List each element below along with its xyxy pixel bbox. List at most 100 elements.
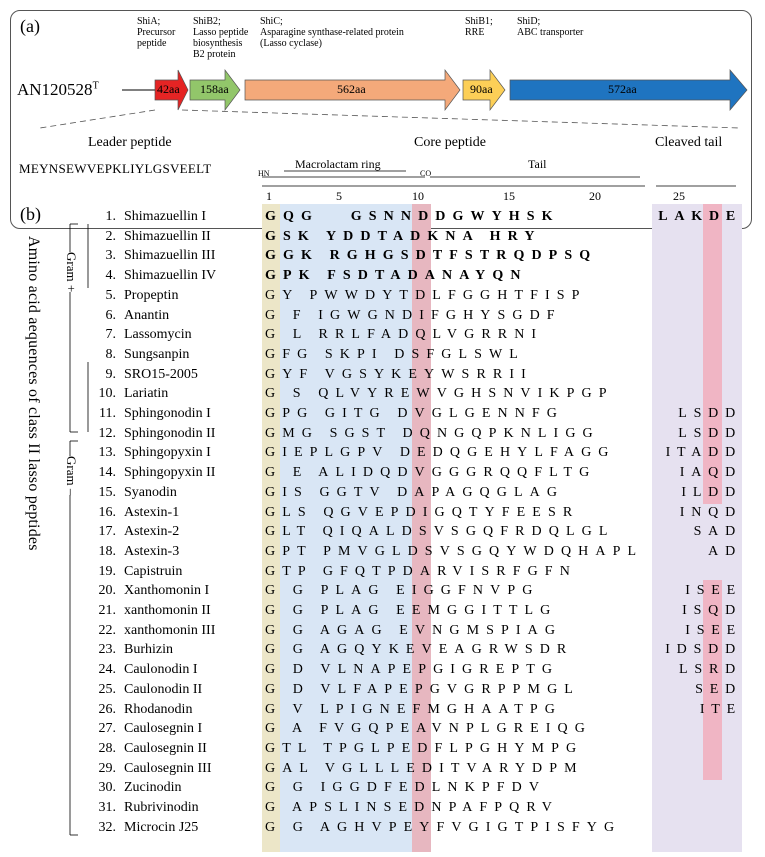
table-row: 28. Caulosegnin II GTL TPGLPEDFLPGHYMPG: [0, 739, 765, 758]
core-sequence: G G AGQYKEVEAGRWSDR: [265, 642, 574, 658]
gene-aa-shib1: 90aa: [470, 82, 493, 96]
row-number: 11.: [99, 406, 116, 421]
cleaved-tail-sequence: ISEE: [685, 622, 742, 638]
row-number: 7.: [105, 327, 117, 343]
row-number: 17.: [98, 524, 117, 540]
table-row: 9. SRO15-2005 GYF VGSYKEYWSRRII: [0, 365, 765, 384]
peptide-name: Caulosegnin I: [124, 721, 203, 737]
peptide-name: Rubrivinodin: [124, 800, 199, 815]
row-number: 1.: [105, 209, 117, 224]
row-number: 21.: [98, 603, 117, 618]
gene-aa-shib2: 158aa: [200, 82, 229, 96]
gene-label-shid: ShiD; ABC transporter: [517, 16, 584, 38]
table-row: 14. Sphingopyxin II G E ALIDQDVGGGRQQFLTG I…: [0, 463, 765, 482]
macrolactam-ring-band: [280, 204, 412, 852]
peptide-name: Lassomycin: [124, 327, 192, 343]
peptide-name: Astexin-3: [124, 543, 180, 559]
cleaved-tail-sequence: SAD: [693, 524, 742, 540]
tail-label: Tail: [528, 157, 547, 171]
table-row: 22. xanthomonin III G G AGAG EVNGMSPIAG ISE…: [0, 621, 765, 640]
cleaved-tail-sequence: LSDD: [678, 406, 742, 421]
cleaved-tail-sequence: LSDD: [678, 425, 742, 441]
table-row: 15. Syanodin GIS GGTV DAPAGQGLAG ILDD: [0, 483, 765, 502]
peptide-name: Zucinodin: [124, 780, 182, 796]
peptide-name: Caulonodin II: [124, 681, 203, 697]
gene-aa-shid: 572aa: [608, 82, 637, 96]
row-number: 24.: [98, 662, 117, 678]
cleaved-tail-sequence: ITE: [699, 701, 742, 717]
table-row: 2. Shimazuellin II GSK YDDTADKNA HRY: [0, 227, 765, 246]
table-row: 5. Propeptin GY PWWDYTDLFGGHTFISP: [0, 286, 765, 305]
core-sequence: G G IGGDFEDLNKPFDV: [265, 780, 547, 796]
cleaved-tail-sequence: AD: [708, 543, 742, 559]
core-sequence: GFG SKPI DSFGLSWL: [265, 346, 525, 362]
table-row: 3. Shimazuellin III GGK RGHGSDTFSTRQDPSQ: [0, 246, 765, 265]
table-row: 25. Caulonodin II G D VLFAPEPGVGRPPMGL SED: [0, 680, 765, 699]
row-number: 31.: [98, 800, 117, 815]
gene-label-shia: ShiA; Precursor peptide: [137, 16, 176, 49]
table-row: 29. Caulosegnin III GAL VGLLLEDITVARYDPM: [0, 759, 765, 778]
side-title: Amino acid aequences of class II lasso p…: [25, 236, 42, 551]
table-row: 26. Rhodanodin G V LPIGNEFMGHAATPG ITE: [0, 700, 765, 719]
row-number: 27.: [98, 721, 117, 737]
row-number: 20.: [98, 583, 117, 599]
peptide-name: xanthomonin III: [124, 622, 216, 638]
row-number: 2.: [105, 228, 117, 244]
row-number: 19.: [98, 563, 117, 579]
peptide-name: Anantin: [124, 307, 170, 323]
peptide-name: Syanodin: [124, 484, 177, 500]
gene-arrow-shic: [244, 68, 461, 112]
row-number: 12.: [98, 425, 117, 441]
core-sequence: GPK FSDTADANAYQN: [265, 268, 528, 284]
cleaved-tail-sequence: INQD: [679, 504, 742, 520]
core-title: Core peptide: [414, 135, 486, 150]
row-number: 25.: [98, 681, 117, 697]
peptide-name: Shimazuellin III: [124, 248, 216, 264]
core-sequence: G S QLVYREWVGHSNVIKPGP: [265, 386, 614, 402]
cleaved-tail-sequence: LSRD: [679, 662, 742, 678]
cleaved-tail-sequence: ILDD: [681, 484, 742, 500]
peptide-name: Shimazuellin IV: [124, 268, 217, 284]
cleaved-tail-sequence: LAKDE: [658, 209, 742, 224]
table-row: 8. Sungsanpin GFG SKPI DSFGLSWL: [0, 345, 765, 364]
core-sequence: G L RRLFADQLVGRRNI: [265, 327, 544, 343]
panel-a-label: (a): [20, 16, 40, 36]
table-row: 31. Rubrivinodin G APSLINSEDNPAFPQRV: [0, 798, 765, 817]
row-number: 28.: [98, 740, 117, 756]
strain-label: AN120528T: [17, 80, 99, 99]
tail-acid-band: [703, 204, 722, 504]
core-sequence: G G AGHVPEYFVGIGTPISFYG: [265, 819, 622, 835]
core-sequence: G G AGAG EVNGMSPIAG: [265, 622, 563, 638]
peptide-name: Sphingopyxin I: [124, 445, 211, 461]
row-number: 29.: [98, 760, 117, 776]
panel-b-label: (b): [20, 204, 41, 225]
row-number: 5.: [105, 287, 117, 303]
gene-arrow-shid: [509, 69, 748, 111]
tick-15: 15: [503, 189, 515, 203]
core-sequence: GMG SGST DQNGQPKNLIGG: [265, 425, 600, 441]
peptide-name: SRO15-2005: [124, 366, 198, 382]
peptide-name: Shimazuellin I: [124, 209, 207, 224]
row-number: 9.: [105, 366, 117, 382]
core-sequence: G G PLAG EIGGFNVPG: [265, 583, 540, 599]
core-sequence: G A FVGQPEAVNPLGREIQG: [265, 721, 592, 737]
tail-acid-band-lower: [703, 580, 722, 780]
row-number: 8.: [105, 346, 117, 362]
row-number: 10.: [98, 386, 117, 402]
gene-aa-shia: 42aa: [157, 82, 180, 96]
core-sequence: GLS QGVEPDIGQTYFEESR: [265, 504, 580, 520]
row-number: 30.: [98, 780, 117, 796]
table-row: 24. Caulonodin I G D VLNAPEPGIGREPTG LSRD: [0, 660, 765, 679]
core-sequence: GTP GFQTPDARVISRFGFN: [265, 563, 577, 579]
peptide-name: Lariatin: [124, 386, 169, 402]
cleaved-tail-sequence: ITADD: [665, 445, 742, 461]
cleaved-tail-sequence: ISEE: [685, 583, 742, 599]
table-row: 17. Astexin-2 GLT QIQALDSVSGQFRDQLGL SAD: [0, 522, 765, 541]
peptide-name: Shimazuellin II: [124, 228, 211, 244]
row-number: 26.: [98, 701, 117, 717]
acid-residue-column-band: [412, 204, 431, 852]
core-sequence: GYF VGSYKEYWSRRII: [265, 366, 533, 382]
tick-10: 10: [412, 189, 424, 203]
gene-cluster-diagram: [39, 68, 748, 129]
tick-1: 1: [266, 189, 272, 203]
